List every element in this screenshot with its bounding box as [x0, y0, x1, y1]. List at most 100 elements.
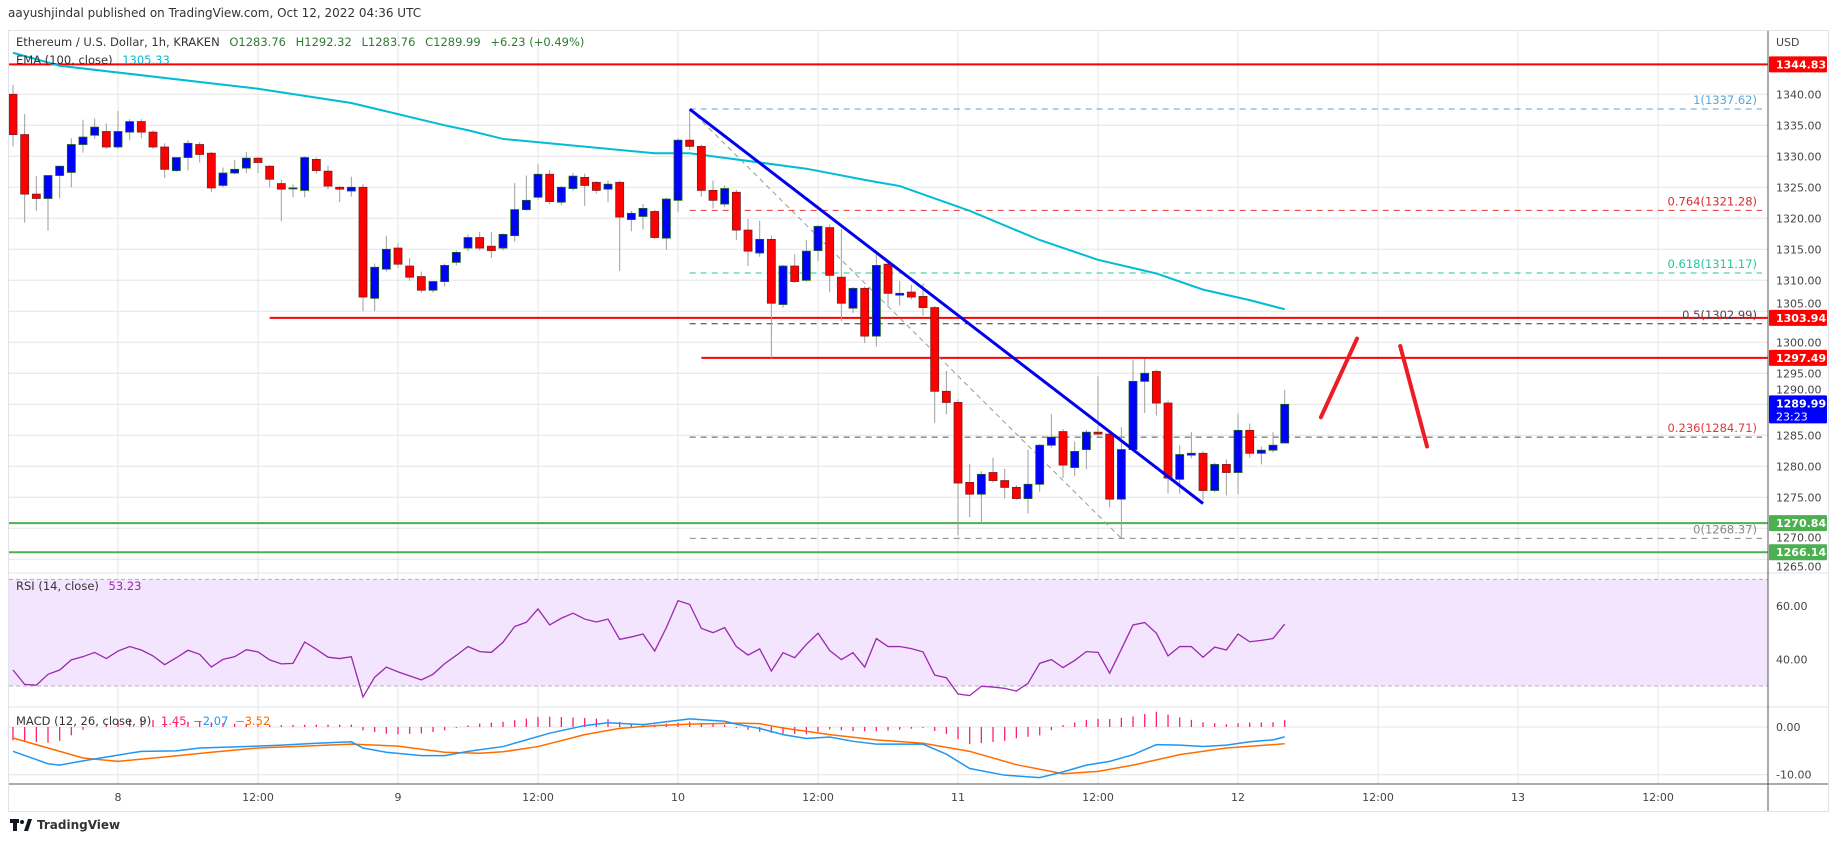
macd-line[interactable] [12, 718, 1285, 779]
candle[interactable] [638, 204, 648, 230]
candle[interactable] [1011, 484, 1021, 500]
macd-legend[interactable]: MACD (12, 26, close, 9) 1.45 −2.07 −3.52 [16, 714, 276, 728]
candle[interactable] [1000, 468, 1010, 499]
candle[interactable] [1116, 427, 1126, 539]
candle[interactable] [218, 167, 228, 188]
candle[interactable] [1105, 432, 1115, 508]
candle[interactable] [965, 463, 975, 518]
candle[interactable] [416, 271, 426, 293]
candle[interactable] [1280, 389, 1290, 444]
candle[interactable] [323, 165, 333, 190]
candle[interactable] [790, 254, 800, 283]
candle[interactable] [685, 109, 695, 151]
candle[interactable] [241, 151, 251, 174]
tradingview-logo[interactable]: TradingView [10, 818, 120, 832]
fib-diagonal[interactable] [689, 108, 1122, 539]
candle[interactable] [871, 253, 881, 347]
pane-separators[interactable] [9, 31, 1828, 811]
candle[interactable] [276, 179, 286, 222]
candle[interactable] [766, 235, 776, 359]
candle[interactable] [988, 457, 998, 483]
candle[interactable] [813, 225, 823, 262]
candle[interactable] [486, 231, 496, 258]
price-badge[interactable]: 1266.14 [1769, 544, 1827, 561]
candle[interactable] [230, 160, 240, 175]
candle[interactable] [475, 231, 485, 251]
rsi-legend[interactable]: RSI (14, close) 53.23 [16, 579, 147, 593]
candle[interactable] [556, 186, 566, 206]
candle[interactable] [55, 165, 65, 199]
candle[interactable] [31, 176, 41, 211]
candle[interactable] [696, 144, 706, 197]
candle[interactable] [626, 210, 636, 232]
candle[interactable] [1186, 432, 1196, 459]
candle[interactable] [778, 264, 788, 308]
candle[interactable] [300, 156, 310, 198]
candle[interactable] [801, 240, 811, 282]
candle[interactable] [136, 119, 146, 139]
candle[interactable] [1046, 414, 1056, 448]
candle[interactable] [160, 143, 170, 178]
candle[interactable] [335, 186, 345, 203]
candle[interactable] [650, 209, 660, 239]
candle[interactable] [895, 280, 905, 306]
candle[interactable] [743, 218, 753, 267]
projection-stroke[interactable] [1398, 344, 1430, 449]
candle[interactable] [1210, 462, 1220, 493]
candle[interactable] [1233, 413, 1243, 495]
candle[interactable] [1058, 429, 1068, 479]
candle[interactable] [148, 130, 158, 149]
candle[interactable] [521, 175, 531, 211]
candle[interactable] [43, 175, 53, 231]
candle[interactable] [20, 114, 30, 223]
candle[interactable] [9, 85, 18, 147]
candle[interactable] [1023, 449, 1033, 514]
candle[interactable] [253, 156, 263, 174]
candle[interactable] [860, 286, 870, 343]
candle[interactable] [498, 233, 508, 251]
price-badge[interactable]: 1297.49 [1769, 349, 1827, 366]
candle[interactable] [755, 220, 765, 257]
candle[interactable] [941, 370, 951, 415]
candle[interactable] [906, 284, 916, 300]
candle[interactable] [708, 180, 718, 209]
candle[interactable] [90, 118, 100, 139]
candle[interactable] [265, 164, 275, 188]
candle[interactable] [405, 257, 415, 281]
symbol-legend[interactable]: Ethereum / U.S. Dollar, 1h, KRAKEN O1283… [16, 35, 590, 49]
candle[interactable] [545, 169, 555, 205]
rsi-line[interactable] [12, 599, 1286, 699]
candle[interactable] [1245, 423, 1255, 458]
candle[interactable] [825, 224, 835, 293]
trendline[interactable] [688, 107, 1204, 505]
candle[interactable] [1256, 446, 1266, 465]
candle[interactable] [311, 157, 321, 174]
rsi-pane[interactable] [12, 599, 1286, 699]
candle[interactable] [883, 262, 893, 306]
projection-stroke[interactable] [1318, 336, 1360, 420]
candle[interactable] [720, 185, 730, 208]
candle[interactable] [848, 287, 858, 314]
candle[interactable] [1198, 451, 1208, 500]
candle[interactable] [463, 234, 473, 252]
candle[interactable] [1070, 441, 1080, 477]
candle[interactable] [370, 263, 380, 312]
candle[interactable] [1035, 443, 1045, 492]
candle[interactable] [510, 182, 520, 242]
ema-line[interactable] [12, 51, 1285, 311]
ema-legend[interactable]: EMA (100, close) 1305.33 [16, 53, 176, 67]
candle[interactable] [451, 250, 461, 266]
main-pane[interactable]: 1(1337.62) 0.764(1321.28) 0.618(1311.17) 0.… [1, 51, 1768, 554]
candle[interactable] [568, 173, 578, 192]
candle[interactable] [930, 305, 940, 423]
candle[interactable] [836, 228, 846, 322]
axes[interactable]: USD 8 12:00 9 12:00 10 12:00 11 12:00 12 12:00 13 1… [115, 36, 1828, 804]
candle[interactable] [533, 164, 543, 200]
candle[interactable] [358, 184, 368, 312]
candle[interactable] [1081, 429, 1091, 470]
candle[interactable] [183, 140, 193, 171]
candle[interactable] [1140, 359, 1150, 413]
macd-signal-line[interactable] [12, 722, 1285, 775]
candle[interactable] [101, 123, 111, 149]
